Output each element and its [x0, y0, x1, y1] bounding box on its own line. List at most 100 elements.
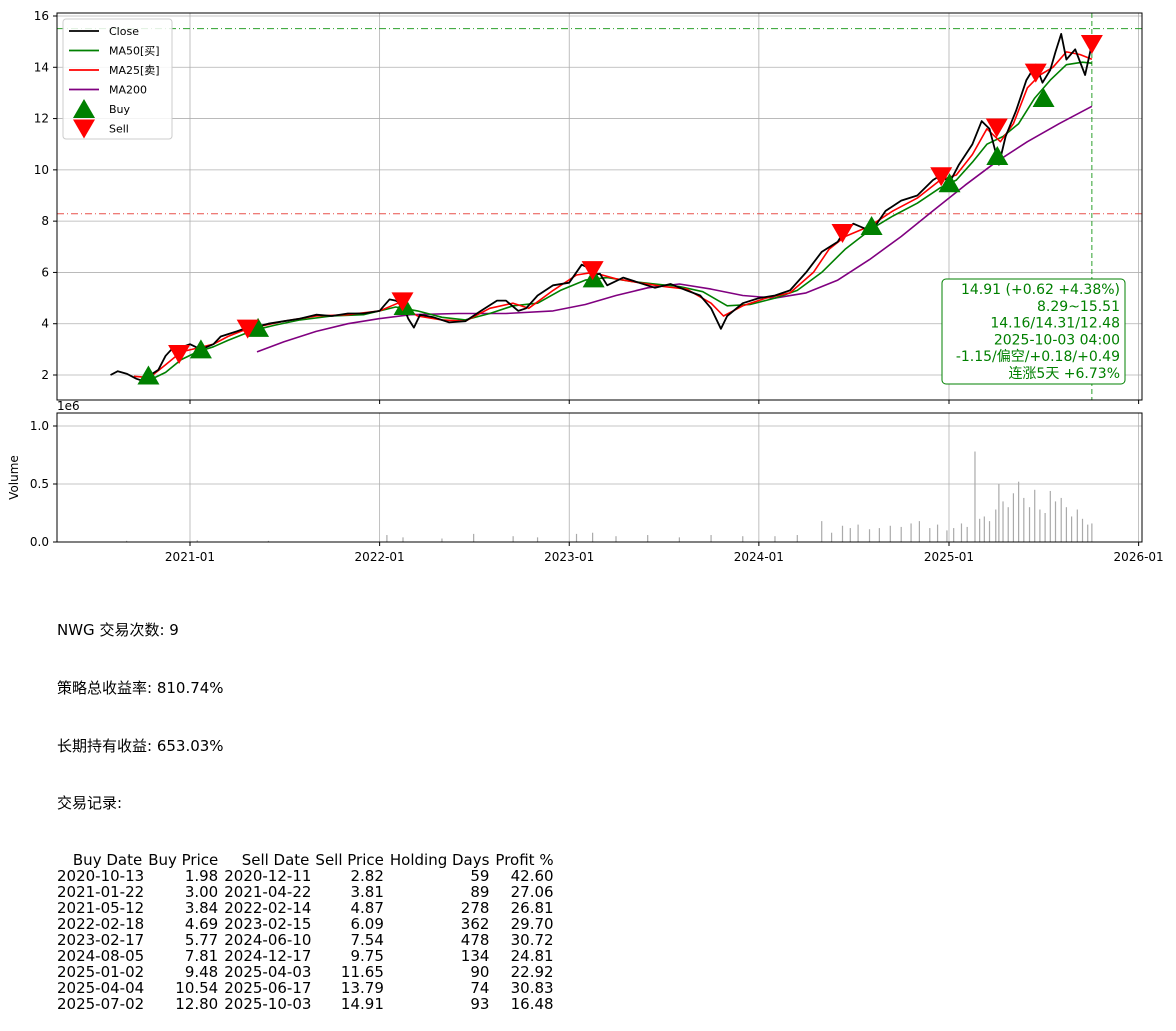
- sell-marker: [581, 261, 604, 281]
- legend-box: [62, 18, 173, 140]
- table-cell: 11.65: [340, 962, 384, 981]
- table-cell: 2025-10-03: [224, 994, 312, 1013]
- volume-bar: [889, 525, 891, 542]
- volume-bar: [592, 532, 594, 542]
- legend-label: Buy: [109, 103, 131, 116]
- buy-marker: [247, 317, 270, 337]
- buy-marker: [986, 146, 1009, 166]
- volume-bar: [1012, 493, 1015, 542]
- volume-bar: [402, 537, 404, 542]
- table-cell: 22.92: [510, 962, 554, 981]
- sell-marker: [831, 223, 854, 243]
- volume-bar: [910, 523, 912, 542]
- table-cell: 90: [470, 962, 490, 981]
- volume-bar: [615, 536, 617, 542]
- table-header-row: Buy Date Buy Price Sell Date Sell Price Hold…: [57, 852, 560, 868]
- buy-marker: [189, 339, 212, 359]
- table-cell: 362: [460, 914, 490, 933]
- table-cell: 74: [470, 978, 490, 997]
- table-cell: 2025-01-02: [57, 962, 145, 981]
- table-row: 2021-01-22 3.00 2021-04-22 3.81 89 27.06: [57, 884, 560, 900]
- tick-label-x: 2023-01: [544, 550, 594, 564]
- volume-background: [57, 413, 1142, 542]
- table-cell: 26.81: [510, 898, 554, 917]
- table-cell: 2025-06-17: [224, 978, 312, 997]
- volume-bar: [386, 535, 388, 542]
- table-row: 2024-08-05 7.81 2024-12-17 9.75 134 24.81: [57, 948, 560, 964]
- volume-bar: [953, 528, 955, 542]
- volume-bar: [1039, 509, 1041, 542]
- volume-bar: [647, 535, 649, 542]
- volume-bar: [988, 521, 991, 542]
- sell-marker: [930, 167, 953, 187]
- info-line3: 14.16/14.31/12.48: [990, 316, 1120, 332]
- table-row: 2020-10-13 1.98 2020-12-11 2.82 59 42.60: [57, 868, 560, 884]
- tick-label-y: 12: [34, 112, 49, 126]
- table-cell: 30.72: [510, 930, 554, 949]
- table-cell: 12.80: [175, 994, 219, 1013]
- info-line1: 14.91 (+0.62 +4.38%): [961, 282, 1120, 298]
- table-cell: 2.82: [350, 866, 384, 885]
- table-header-cell: Holding Days: [389, 850, 490, 869]
- buy-marker: [137, 365, 160, 385]
- sell-marker: [168, 344, 191, 364]
- volume-bar: [830, 532, 833, 542]
- records-title: 交易记录:: [57, 794, 123, 813]
- legend-buy-icon: [73, 99, 95, 118]
- table-cell: 24.81: [510, 946, 554, 965]
- price-chart: 2 4 6 8 10 12 14 16 Close MA50[买] MA25[卖] MA200 Buy S…: [34, 9, 1143, 404]
- table-row: 2022-02-18 4.69 2023-02-15 6.09 362 29.70: [57, 916, 560, 932]
- volume-ylabel: Volume: [7, 455, 21, 500]
- volume-chart: 0.0 0.5 1.0 2021-01 2022-01 2023-01 2024-01 202…: [7, 399, 1164, 564]
- table-cell: 27.06: [510, 882, 554, 901]
- volume-bar: [878, 528, 880, 542]
- volume-bar: [857, 524, 859, 542]
- volume-bar: [267, 540, 270, 542]
- volume-tick-label-y: 1.0: [30, 419, 49, 433]
- table-cell: 6.09: [350, 914, 384, 933]
- info-line2: 8.29~15.51: [1037, 299, 1120, 315]
- volume-bar: [936, 524, 939, 542]
- table-cell: 42.60: [510, 866, 554, 885]
- volume-bar: [918, 521, 920, 542]
- legend: Close MA50[买] MA25[卖] MA200 Buy Sell: [62, 18, 173, 140]
- volume-tick-label-y: 0.0: [30, 535, 49, 549]
- table-cell: 278: [460, 898, 490, 917]
- trade-count: NWG 交易次数: 9: [57, 621, 179, 640]
- table-cell: 3.84: [184, 898, 219, 917]
- volume-bar: [678, 537, 680, 542]
- strategy-return: 策略总收益率: 810.74%: [57, 679, 224, 698]
- sell-marker: [1024, 63, 1047, 83]
- volume-frame: [56, 412, 1143, 543]
- legend-label: MA200: [109, 84, 147, 97]
- table-row: 2025-01-02 9.48 2025-04-03 11.65 90 22.92: [57, 964, 560, 980]
- table-row: 2025-04-04 10.54 2025-06-17 13.79 74 30.83: [57, 980, 560, 996]
- table-cell: 14.91: [340, 994, 384, 1013]
- hold-return: 长期持有收益: 653.03%: [57, 736, 224, 755]
- volume-bar: [536, 537, 539, 542]
- volume-bar: [900, 526, 902, 542]
- table-cell: 30.83: [510, 978, 554, 997]
- volume-bar: [974, 451, 976, 542]
- table-cell: 10.54: [175, 978, 219, 997]
- volume-bar: [929, 528, 931, 542]
- volume-bar: [710, 535, 712, 542]
- table-cell: 2022-02-18: [57, 914, 145, 933]
- table-cell: 2020-12-11: [224, 866, 312, 885]
- tick-label-x: 2024-01: [734, 550, 784, 564]
- legend-sell-icon: [73, 119, 95, 139]
- table-body: 2020-10-13 1.98 2020-12-11 2.82 59 42.60 2021-…: [57, 868, 560, 1012]
- table-row: 2025-07-02 12.80 2025-10-03 14.91 93 16.48: [57, 996, 560, 1012]
- table-cell: 2025-04-04: [57, 978, 145, 997]
- volume-bar: [1071, 516, 1073, 542]
- table-header-cell: Buy Date: [72, 850, 143, 869]
- volume-bar: [979, 518, 981, 542]
- table-cell: 4.69: [184, 914, 219, 933]
- volume-bar: [441, 538, 443, 542]
- volume-bar: [796, 535, 798, 542]
- sell-marker: [985, 118, 1008, 138]
- table-cell: 7.54: [350, 930, 384, 949]
- table-header-cell: Profit %: [495, 850, 554, 869]
- info-box: 14.91 (+0.62 +4.38%)8.29~15.5114.16/14.3…: [941, 278, 1126, 385]
- volume-bar: [1018, 481, 1020, 542]
